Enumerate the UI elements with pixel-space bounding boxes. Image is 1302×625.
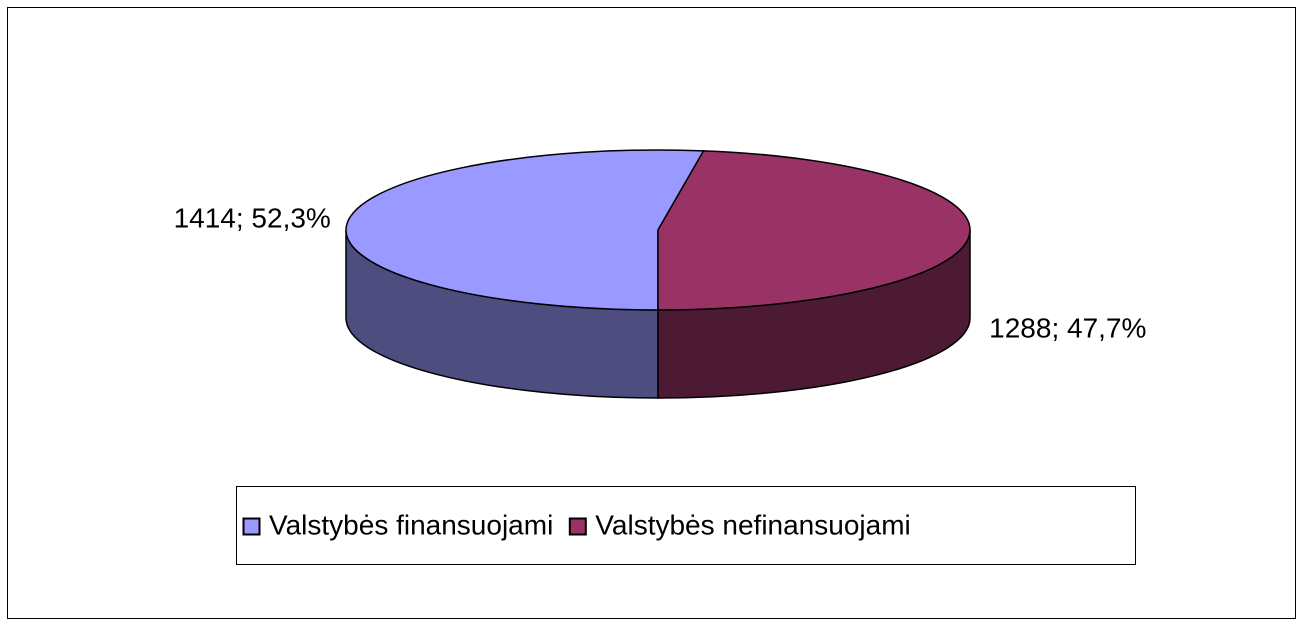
data-label: 1288; 47,7%	[989, 312, 1146, 343]
legend-box	[236, 486, 1136, 565]
legend-swatch	[242, 517, 261, 536]
legend-label: Valstybės nefinansuojami	[595, 509, 910, 540]
slice	[345, 149, 705, 311]
legend-label: Valstybės finansuojami	[269, 509, 553, 540]
data-label: 1414; 52,3%	[174, 202, 331, 233]
slice	[657, 150, 971, 311]
legend-swatch	[568, 517, 587, 536]
